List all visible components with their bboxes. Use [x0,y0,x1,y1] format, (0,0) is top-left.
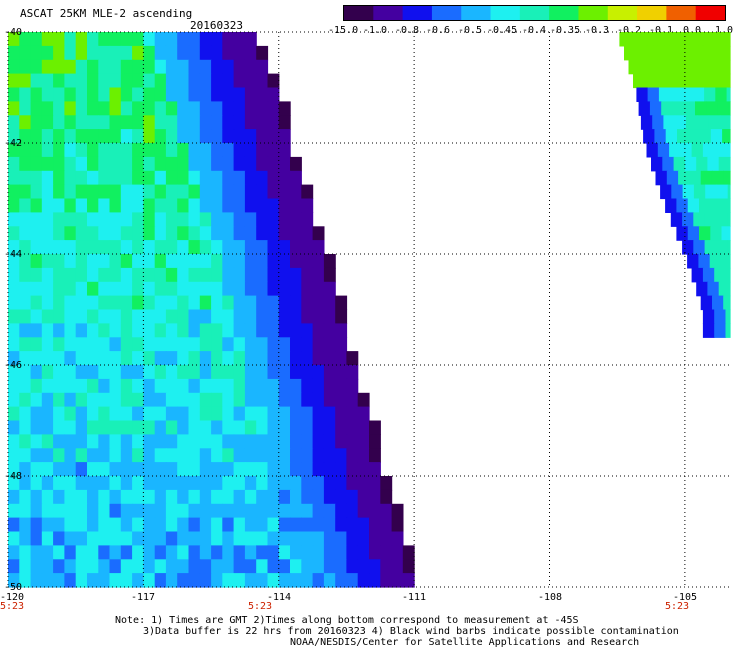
lon-tick-label: -114 [267,592,292,603]
time-label: 5:23 [665,601,690,612]
colorbar-label: -0.45 [487,25,518,36]
lat-tick-label: -40 [4,27,23,38]
colorbar-label: -0.8 [395,25,420,36]
colorbar-segment [431,6,462,20]
colorbar-label: -1.0 [363,25,388,36]
lat-tick-label: -44 [4,249,23,260]
colorbar-segment [490,6,521,20]
colorbar-segment [578,6,609,20]
colorbar-label: -0.2 [617,25,642,36]
wind-map [7,31,731,588]
lon-tick-label: -108 [538,592,563,603]
lat-tick-label: -46 [4,360,23,371]
lat-tick-label: -48 [4,471,23,482]
colorbar-segment [666,6,697,20]
note-line-1: Note: 1) Times are GMT 2)Times along bot… [115,615,579,626]
colorbar-label: 1.0 [715,25,734,36]
colorbar-label: -0.1 [649,25,674,36]
colorbar-segment [607,6,638,20]
note-line-3: NOAA/NESDIS/Center for Satellite Applica… [290,637,640,648]
colorbar-label: -0.3 [585,25,610,36]
colorbar-segment [519,6,550,20]
colorbar-segment [402,6,433,20]
colorbar-label: -0.6 [426,25,451,36]
colorbar-segment [373,6,404,20]
colorbar-label: 0.0 [683,25,702,36]
lat-tick-label: -50 [4,582,23,593]
swath-cells [8,32,731,588]
time-label: 5:23 [248,601,273,612]
lon-tick-label: -111 [402,592,427,603]
colorbar-segment [695,6,725,20]
chart-date: 20160323 [190,19,243,32]
colorbar-segment [637,6,667,20]
note-line-2: 3)Data buffer is 22 hrs from 20160323 4)… [143,626,679,637]
colorbar-segment [461,6,492,20]
lon-tick-label: -117 [131,592,156,603]
lat-tick-label: -42 [4,138,23,149]
lon-tick-label: -120 [0,592,25,603]
time-label: 5:23 [0,601,25,612]
colorbar-label: -0.35 [550,25,581,36]
colorbar-segment [344,6,374,20]
lon-tick-label: -105 [673,592,698,603]
grid-lines [7,31,730,588]
colorbar-label: -0.5 [458,25,483,36]
colorbar [343,5,726,21]
colorbar-label: -15.0 [328,25,359,36]
colorbar-label: -0.4 [522,25,547,36]
colorbar-segment [549,6,579,20]
chart-title: ASCAT 25KM MLE-2 ascending [20,7,193,20]
